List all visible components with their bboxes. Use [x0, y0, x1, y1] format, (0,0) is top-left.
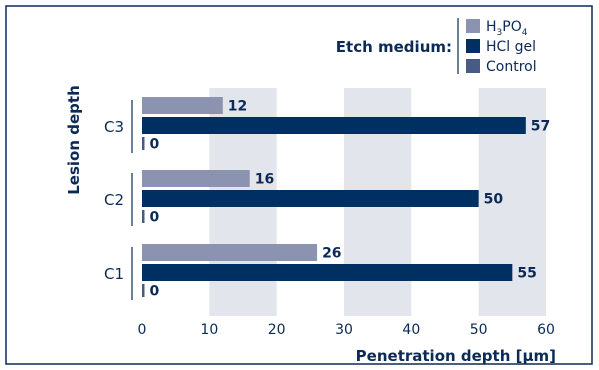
bars-group: 12 57 0 16 50 0 26 55 0 [142, 97, 550, 300]
x-tick-label: 10 [200, 322, 218, 338]
x-tick-label: 30 [335, 322, 353, 338]
bar-C1-series-1 [142, 244, 318, 261]
bar-C1-series-2 [142, 264, 513, 281]
data-label: 55 [517, 266, 536, 282]
x-tick-label: 20 [268, 322, 286, 338]
bar-C3-series-3 [142, 137, 145, 150]
bar-C2-series-1 [142, 170, 250, 187]
y-tick-label: C1 [104, 265, 124, 283]
data-label: 12 [228, 99, 247, 115]
legend-title: Etch medium: [336, 38, 452, 56]
bar-C3-series-1 [142, 97, 223, 114]
y-tick-label: C2 [104, 191, 124, 209]
bar-C2-series-3 [142, 210, 145, 223]
legend-label-2: HCl gel [486, 39, 536, 55]
x-tick-label: 50 [470, 322, 488, 338]
data-label: 26 [322, 246, 341, 262]
data-label: 0 [150, 137, 160, 153]
y-axis-label: Lesion depth [65, 85, 83, 195]
bar-C2-series-2 [142, 190, 479, 207]
data-label: 16 [255, 172, 274, 188]
x-axis-group: 0 10 20 30 40 50 60 [138, 322, 555, 338]
x-tick-label: 40 [402, 322, 420, 338]
data-label: 50 [484, 192, 504, 208]
x-tick-label: 0 [138, 322, 147, 338]
legend-label-3: Control [486, 59, 537, 75]
data-label: 0 [150, 284, 160, 300]
y-axis-group: C3 C2 C1 [104, 100, 133, 300]
legend-swatch-3 [466, 59, 480, 73]
x-axis-label: Penetration depth [µm] [356, 347, 556, 365]
data-label: 57 [531, 119, 550, 135]
legend-swatch-1 [466, 19, 480, 33]
bar-C3-series-2 [142, 117, 526, 134]
data-label: 0 [150, 210, 160, 226]
y-tick-label: C3 [104, 118, 124, 136]
bar-C1-series-3 [142, 284, 145, 297]
chart-frame [5, 5, 593, 365]
legend-label-1: H3PO4 [486, 19, 528, 38]
legend-swatch-2 [466, 39, 480, 53]
x-tick-label: 60 [537, 322, 555, 338]
